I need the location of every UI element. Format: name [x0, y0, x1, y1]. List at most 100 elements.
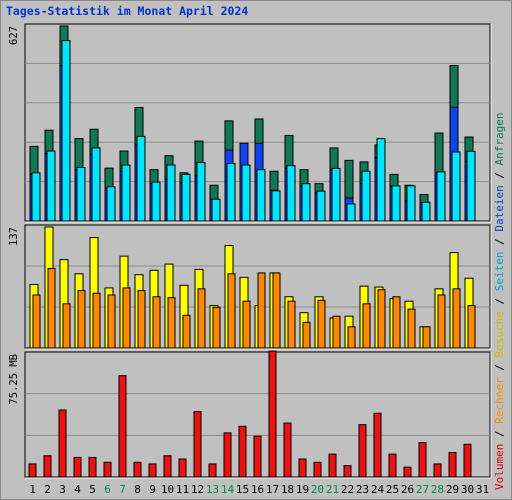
legend-separator: /: [493, 165, 506, 185]
legend-text: Volumen / Rechner / Besuche / Seiten / D…: [493, 112, 506, 490]
x-tick-label-day-20: 20: [311, 483, 324, 496]
bar-volumen-day-19: [298, 458, 307, 478]
bar-volumen-day-15: [238, 425, 247, 478]
x-tick-label-day-16: 16: [251, 483, 264, 496]
bar-volumen-day-28: [433, 463, 442, 478]
bar-rechner-day-10: [167, 297, 176, 349]
bar-volumen-day-16: [253, 435, 262, 478]
bar-volumen-day-2: [43, 455, 52, 478]
bar-rechner-day-16: [257, 272, 266, 349]
x-tick-label-day-26: 26: [401, 483, 414, 496]
x-tick-label-day-1: 1: [29, 483, 36, 496]
bar-seiten-day-23: [361, 170, 371, 222]
bar-rechner-day-26: [407, 308, 416, 349]
legend-separator: /: [493, 358, 506, 378]
x-tick-label-day-9: 9: [149, 483, 156, 496]
bar-rechner-day-23: [362, 303, 371, 349]
bars-layer: [28, 25, 476, 478]
bar-rechner-day-12: [197, 288, 206, 349]
bar-seiten-day-29: [451, 151, 461, 222]
bar-rechner-day-7: [122, 287, 131, 349]
x-tick-label-day-25: 25: [386, 483, 399, 496]
bar-rechner-day-21: [332, 315, 341, 349]
x-tick-label-day-18: 18: [281, 483, 294, 496]
bar-seiten-day-14: [226, 162, 236, 222]
bar-volumen-day-7: [118, 375, 127, 478]
x-tick-label-day-24: 24: [371, 483, 385, 496]
bar-volumen-day-10: [163, 455, 172, 478]
bar-seiten-day-19: [301, 183, 311, 222]
x-tick-label-day-31: 31: [476, 483, 489, 496]
bar-seiten-day-4: [76, 167, 86, 222]
bar-rechner-day-27: [422, 326, 431, 349]
legend-rechner: Rechner: [493, 377, 506, 424]
x-tick-label-day-29: 29: [446, 483, 459, 496]
legend-besuche: Besuche: [493, 311, 506, 357]
bar-seiten-day-3: [61, 40, 71, 222]
legend-separator: /: [493, 291, 506, 311]
bar-seiten-day-12: [196, 162, 206, 222]
bar-volumen-day-17: [268, 350, 277, 478]
bar-rechner-day-11: [182, 314, 191, 349]
bar-volumen-day-14: [223, 432, 232, 478]
bar-rechner-day-6: [107, 294, 116, 349]
legend-separator: /: [493, 424, 506, 444]
bar-volumen-day-8: [133, 461, 142, 478]
legend-separator: /: [493, 232, 506, 252]
bar-rechner-day-5: [92, 292, 101, 349]
bar-seiten-day-15: [241, 164, 251, 222]
bar-volumen-day-3: [58, 409, 67, 478]
x-tick-label-day-19: 19: [296, 483, 309, 496]
legend-volumen: Volumen: [493, 444, 506, 490]
x-tick-label-day-21: 21: [326, 483, 339, 496]
bar-volumen-day-9: [148, 463, 157, 478]
x-tick-label-day-30: 30: [461, 483, 474, 496]
chart-title: Tages-Statistik im Monat April 2024: [6, 4, 248, 18]
bar-volumen-day-5: [88, 456, 97, 478]
y-axis-max-label: 75.25 MB: [8, 354, 20, 405]
x-tick-label-day-8: 8: [134, 483, 141, 496]
bar-seiten-day-13: [211, 198, 221, 222]
bar-rechner-day-30: [467, 305, 476, 349]
x-tick-label-day-15: 15: [236, 483, 249, 496]
bar-seiten-day-6: [106, 186, 116, 222]
bar-volumen-day-21: [328, 453, 337, 478]
bar-seiten-day-16: [256, 169, 266, 222]
bar-seiten-day-21: [331, 167, 341, 222]
bar-rechner-day-18: [287, 300, 296, 349]
legend-seiten: Seiten: [493, 252, 506, 292]
bar-volumen-day-1: [28, 463, 37, 478]
bar-volumen-day-18: [283, 422, 292, 478]
x-tick-label-day-5: 5: [89, 483, 96, 496]
bar-volumen-day-6: [103, 461, 112, 478]
bar-rechner-day-19: [302, 321, 311, 349]
bar-seiten-day-30: [466, 150, 476, 222]
x-tick-label-day-11: 11: [176, 483, 189, 496]
bar-volumen-day-23: [358, 424, 367, 478]
x-tick-label-day-10: 10: [161, 483, 174, 496]
bar-seiten-day-11: [181, 173, 191, 222]
bar-seiten-day-22: [346, 203, 356, 222]
bar-seiten-day-10: [166, 164, 176, 222]
bar-volumen-day-4: [73, 456, 82, 478]
bar-seiten-day-5: [91, 147, 101, 222]
bar-seiten-day-18: [286, 165, 296, 222]
bar-rechner-day-14: [227, 273, 236, 349]
bar-seiten-day-9: [151, 181, 161, 222]
bar-rechner-day-25: [392, 296, 401, 349]
x-tick-label-day-3: 3: [59, 483, 66, 496]
bar-volumen-day-29: [448, 451, 457, 478]
bar-seiten-day-2: [46, 150, 56, 222]
bar-seiten-day-1: [31, 172, 41, 222]
axis-layer: 627 137 75.25 MB: [8, 26, 20, 405]
x-tick-label-day-12: 12: [191, 483, 204, 496]
bar-seiten-day-24: [376, 138, 386, 222]
bar-seiten-day-28: [436, 171, 446, 222]
bar-rechner-day-13: [212, 306, 221, 349]
bar-seiten-day-26: [406, 185, 416, 222]
bar-rechner-day-4: [77, 290, 86, 349]
bar-rechner-day-1: [32, 294, 41, 349]
bar-volumen-day-11: [178, 458, 187, 478]
bar-volumen-day-22: [343, 465, 352, 478]
